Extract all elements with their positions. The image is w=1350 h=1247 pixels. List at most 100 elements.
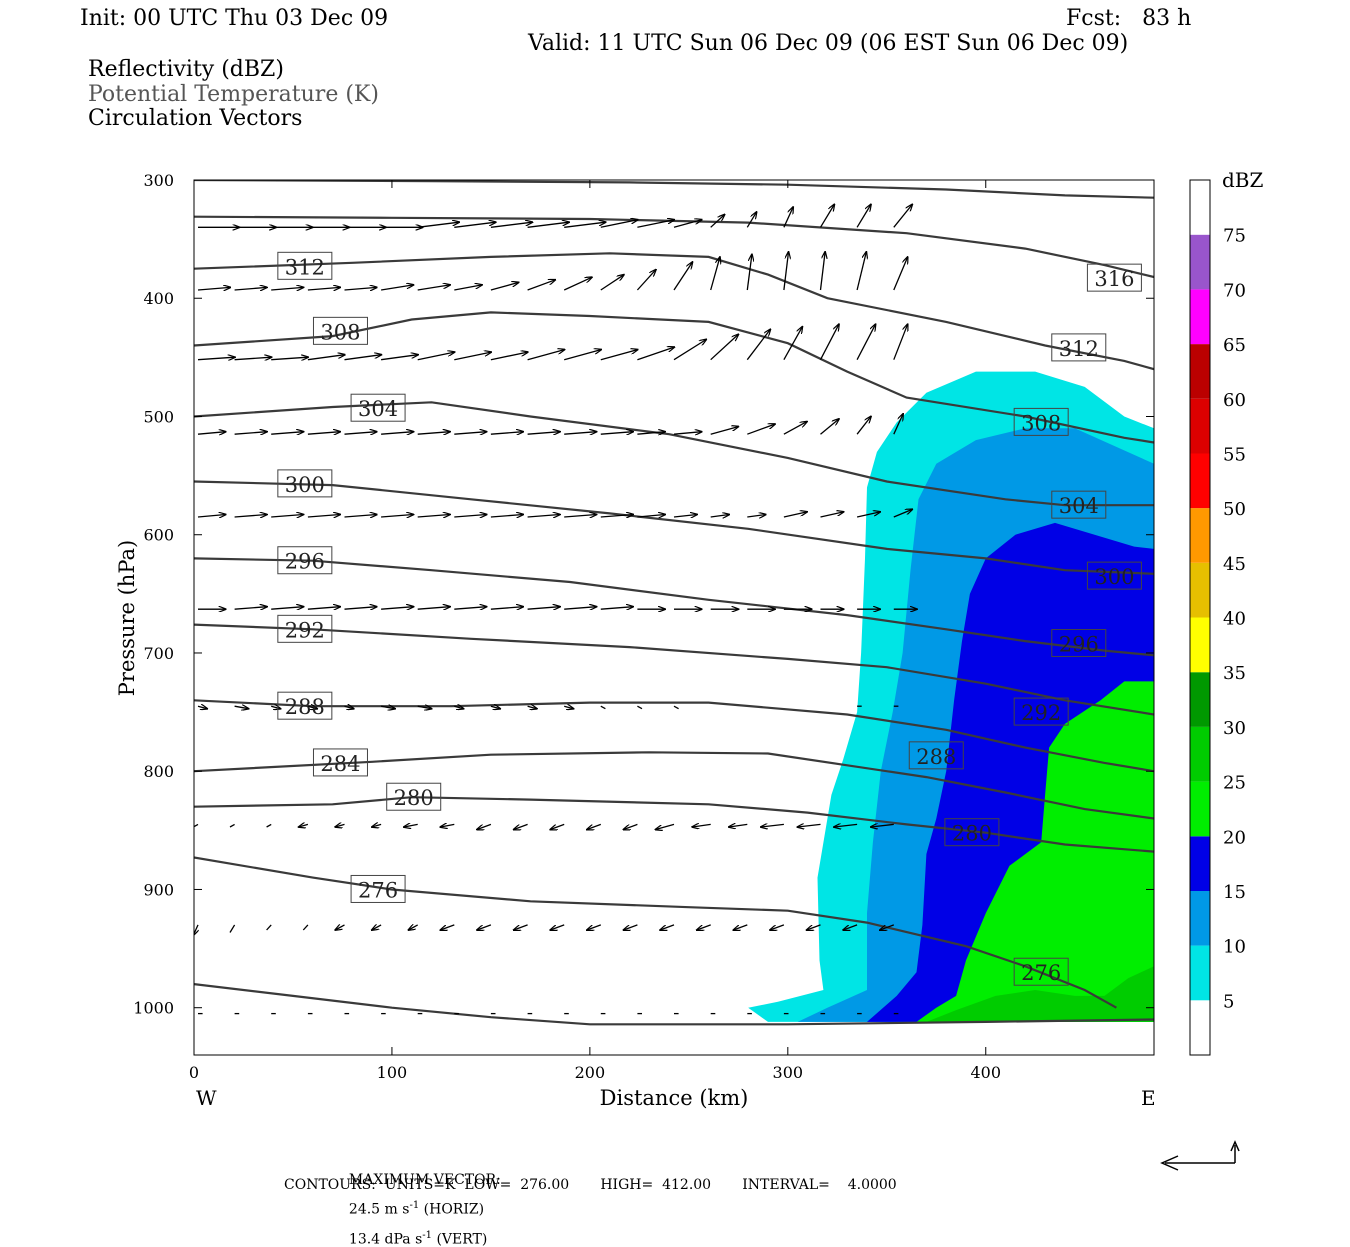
contour-label-12: 308 [1013, 407, 1069, 436]
colorbar-label-65: 65 [1223, 335, 1246, 356]
vector-2-8 [490, 352, 528, 361]
vector-1-9 [527, 280, 556, 291]
init-time: Init: 00 UTC Thu 03 Dec 09 [80, 6, 389, 31]
max-vert-tail: (VERT) [432, 1231, 488, 1247]
x-tick-label-100: 100 [377, 1063, 408, 1082]
vector-4-15 [747, 515, 765, 518]
contour-label-box [1013, 697, 1069, 726]
vector-6-2 [271, 706, 280, 709]
vector-3-19 [893, 414, 903, 435]
vector-1-11 [600, 275, 624, 291]
vector-4-7 [454, 515, 486, 518]
vector-7-7 [441, 824, 455, 827]
field-circulation-vectors: Circulation Vectors [88, 106, 303, 131]
vector-4-10 [564, 515, 596, 518]
vector-2-10 [564, 350, 601, 361]
vector-8-6 [409, 925, 419, 930]
vector-8-18 [843, 924, 858, 930]
colorbar-swatch-10 [1190, 453, 1210, 509]
vector-1-3 [307, 287, 340, 290]
vector-6-0 [197, 706, 207, 709]
valid-time: Valid: 11 UTC Sun 06 Dec 09 (06 EST Sun … [528, 31, 1129, 56]
max-vector-label: MAXIMUM VECTOR: [348, 1172, 501, 1188]
contour-label-text: 308 [320, 320, 360, 344]
vector-5-8 [490, 607, 523, 610]
vector-8-5 [372, 925, 382, 930]
vector-5-5 [381, 607, 413, 610]
max-horiz-value: 24.5 m s [348, 1201, 410, 1218]
theta-contour-308 [194, 311, 1154, 444]
y-tick-label-300: 300 [143, 171, 174, 190]
vector-4-2 [271, 515, 303, 518]
vector-3-7 [454, 432, 486, 435]
vector-8-8 [477, 924, 492, 930]
plot-frame [193, 179, 1155, 1056]
vector-7-10 [550, 823, 565, 829]
vector-8-17 [807, 924, 821, 930]
vector-1-6 [417, 285, 450, 291]
vector-3-14 [710, 427, 739, 435]
vector-5-11 [600, 607, 633, 610]
vector-2-1 [234, 357, 272, 360]
vector-8-16 [770, 924, 785, 930]
contour-label-box [386, 782, 442, 811]
vector-7-11 [587, 823, 602, 829]
max-vert-exponent: -1 [422, 1229, 433, 1241]
vector-1-12 [636, 270, 655, 291]
forecast-hour: Fcst: 83 h [1066, 6, 1192, 31]
vector-8-7 [441, 924, 455, 930]
contour-label-text: 284 [320, 752, 360, 776]
contour-label-17: 288 [908, 741, 964, 770]
contour-label-text: 288 [285, 695, 325, 719]
vector-7-9 [514, 823, 528, 829]
x-tick-label-300: 300 [773, 1063, 804, 1082]
vector-8-11 [587, 924, 602, 930]
vector-8-10 [550, 924, 565, 930]
vector-2-15 [746, 329, 770, 361]
vector-8-14 [697, 924, 711, 930]
colorbar-label-55: 55 [1223, 444, 1246, 465]
vector-5-3 [307, 607, 340, 610]
colorbar-swatch-2 [1190, 890, 1210, 946]
vector-7-13 [656, 823, 675, 829]
vector-5-1 [234, 607, 267, 610]
theta-contour-284 [194, 751, 1154, 820]
vector-0-17 [819, 205, 835, 228]
contour-label-box [1051, 629, 1107, 658]
vector-3-2 [271, 432, 303, 435]
colorbar: 5 10 15 20 25 30 35 40 45 50 55 60 65 70 75 [1189, 179, 1246, 1056]
vector-2-11 [600, 350, 638, 361]
colorbar-swatch-12 [1190, 344, 1210, 399]
y-tick-label-900: 900 [143, 880, 174, 899]
colorbar-label-70: 70 [1223, 280, 1246, 301]
vector-4-16 [783, 512, 807, 518]
vector-3-8 [490, 432, 523, 435]
vector-4-0 [197, 515, 226, 518]
vector-7-4 [335, 824, 345, 827]
colorbar-swatch-9 [1190, 508, 1210, 563]
contour-label-7: 304 [350, 393, 406, 422]
x-tick-label-200: 200 [575, 1063, 606, 1082]
colorbar-swatch-14 [1190, 234, 1210, 290]
vector-6-4 [344, 706, 354, 709]
contour-label-box [1086, 561, 1142, 590]
contour-labels: 276 280 284 288 292 296 300 304 308 312 316 312 308 3… [277, 251, 1142, 986]
contour-label-text: 316 [1094, 267, 1134, 291]
vector-3-10 [564, 432, 596, 435]
colorbar-frame [1189, 179, 1211, 1056]
vector-4-8 [490, 515, 523, 518]
vector-0-14 [710, 215, 725, 228]
colorbar-swatch-1 [1190, 945, 1210, 1001]
contour-label-box [277, 614, 333, 643]
vector-7-19 [871, 824, 894, 827]
contour-label-box [1013, 957, 1069, 986]
contour-label-0: 276 [350, 874, 406, 903]
colorbar-swatch-7 [1190, 617, 1210, 673]
colorbar-label-35: 35 [1223, 663, 1246, 684]
vector-2-3 [307, 355, 345, 361]
contour-label-text: 312 [285, 255, 325, 279]
contour-label-16: 292 [1013, 697, 1069, 726]
vector-8-19 [880, 924, 895, 930]
vector-8-15 [734, 924, 748, 930]
vector-6-3 [307, 706, 317, 709]
